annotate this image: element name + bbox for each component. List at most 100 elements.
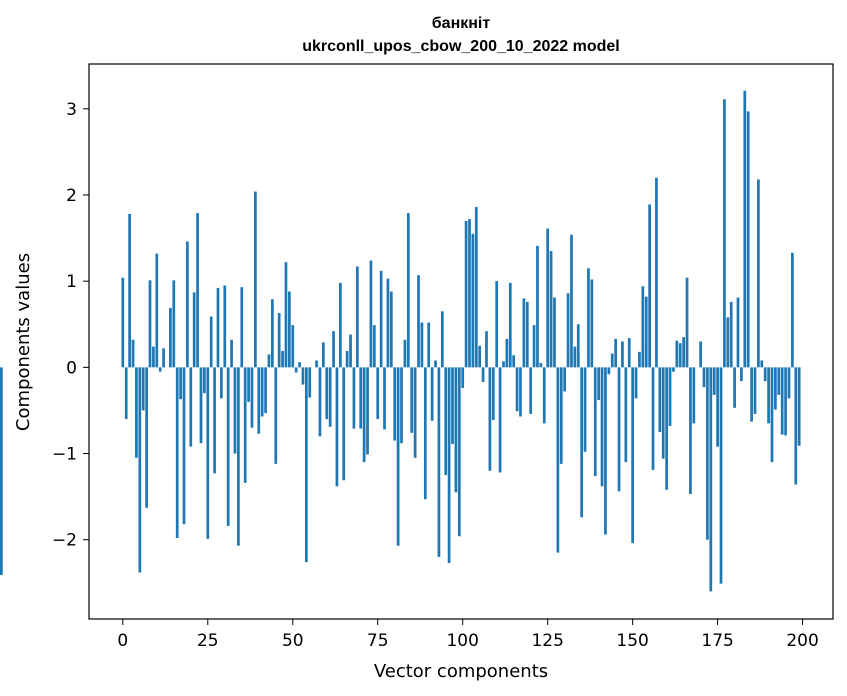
bar-undefined <box>0 367 3 576</box>
bar-44 <box>271 299 274 368</box>
bar-165 <box>682 337 685 368</box>
bar-1 <box>124 367 128 420</box>
bar-50 <box>291 325 295 368</box>
bar-114 <box>508 282 512 368</box>
bar-192 <box>774 367 777 410</box>
bar-158 <box>658 367 662 432</box>
bar-95 <box>444 367 448 476</box>
bar-82 <box>400 367 403 444</box>
bar-32 <box>230 339 233 368</box>
bar-14 <box>169 307 172 368</box>
bar-122 <box>536 245 539 368</box>
bar-12 <box>162 348 165 368</box>
bar-93 <box>437 367 441 557</box>
bar-153 <box>641 286 645 368</box>
bar-166 <box>685 277 689 368</box>
bar-27 <box>213 367 216 474</box>
bar-135 <box>580 367 584 518</box>
bar-141 <box>600 367 604 487</box>
bar-188 <box>760 360 764 368</box>
bar-193 <box>777 367 781 395</box>
bar-180 <box>733 367 736 408</box>
bar-174 <box>712 367 716 395</box>
bar-107 <box>485 331 488 368</box>
bar-31 <box>226 367 230 526</box>
bar-60 <box>325 367 329 420</box>
bar-131 <box>566 293 570 368</box>
bar-63 <box>335 367 339 487</box>
bar-113 <box>505 338 509 368</box>
bar-69 <box>355 266 359 368</box>
x-tick-label: 200 <box>786 631 818 651</box>
bar-143 <box>607 367 611 375</box>
bar-68 <box>352 367 356 429</box>
bar-119 <box>525 301 529 368</box>
bar-28 <box>216 288 220 368</box>
bar-183 <box>743 90 747 368</box>
bar-26 <box>209 316 213 368</box>
bar-34 <box>237 367 240 546</box>
bar-175 <box>716 367 719 447</box>
bar-132 <box>570 234 573 368</box>
bar-195 <box>784 367 787 436</box>
bar-150 <box>631 367 634 544</box>
y-tick-label: 1 <box>66 272 77 292</box>
chart-title-line2: ukrconll_upos_cbow_200_10_2022 model <box>302 38 619 55</box>
bar-178 <box>726 317 730 368</box>
bar-96 <box>447 367 451 563</box>
bar-130 <box>563 367 567 392</box>
bar-86 <box>413 367 417 458</box>
bar-5 <box>138 367 142 573</box>
bar-35 <box>240 287 244 368</box>
bar-79 <box>389 291 393 368</box>
bar-45 <box>274 367 278 464</box>
bar-20 <box>189 367 193 447</box>
y-tick-label: −1 <box>52 445 77 465</box>
bar-134 <box>576 324 580 368</box>
bar-162 <box>672 367 675 372</box>
bar-92 <box>434 360 437 368</box>
bar-71 <box>362 367 366 463</box>
x-tick-label: 150 <box>616 631 648 651</box>
bar-189 <box>763 367 767 382</box>
bar-47 <box>281 350 284 368</box>
bar-181 <box>736 297 740 368</box>
bar-80 <box>393 367 397 441</box>
bar-128 <box>556 367 560 553</box>
y-tick-label: 0 <box>66 358 77 378</box>
bar-42 <box>264 367 267 414</box>
bar-120 <box>529 367 533 414</box>
bar-36 <box>243 367 247 483</box>
bar-109 <box>491 367 495 420</box>
bar-197 <box>791 252 794 368</box>
bar-8 <box>148 280 152 368</box>
bar-39 <box>254 191 257 368</box>
bar-55 <box>308 367 312 398</box>
bar-74 <box>372 325 376 368</box>
bar-100 <box>461 367 465 389</box>
bar-198 <box>794 367 798 485</box>
bar-23 <box>199 367 203 444</box>
bar-102 <box>468 219 471 368</box>
bar-9 <box>152 346 155 368</box>
bar-53 <box>301 367 305 385</box>
bar-43 <box>267 354 271 368</box>
bar-112 <box>502 361 505 368</box>
x-tick-label: 100 <box>446 631 478 651</box>
bar-145 <box>614 338 618 368</box>
bar-25 <box>206 367 210 539</box>
bar-97 <box>451 367 454 445</box>
bar-196 <box>787 367 791 399</box>
bar-146 <box>617 367 621 492</box>
bar-30 <box>223 285 227 368</box>
bar-127 <box>553 297 556 368</box>
bar-160 <box>665 367 668 490</box>
chart-title-line1: банкніт <box>432 15 491 32</box>
bar-37 <box>247 367 250 402</box>
bar-70 <box>359 367 363 429</box>
bar-149 <box>627 338 631 368</box>
bar-129 <box>559 367 563 464</box>
bar-170 <box>699 341 702 368</box>
bar-108 <box>488 367 492 471</box>
bar-144 <box>610 353 614 368</box>
